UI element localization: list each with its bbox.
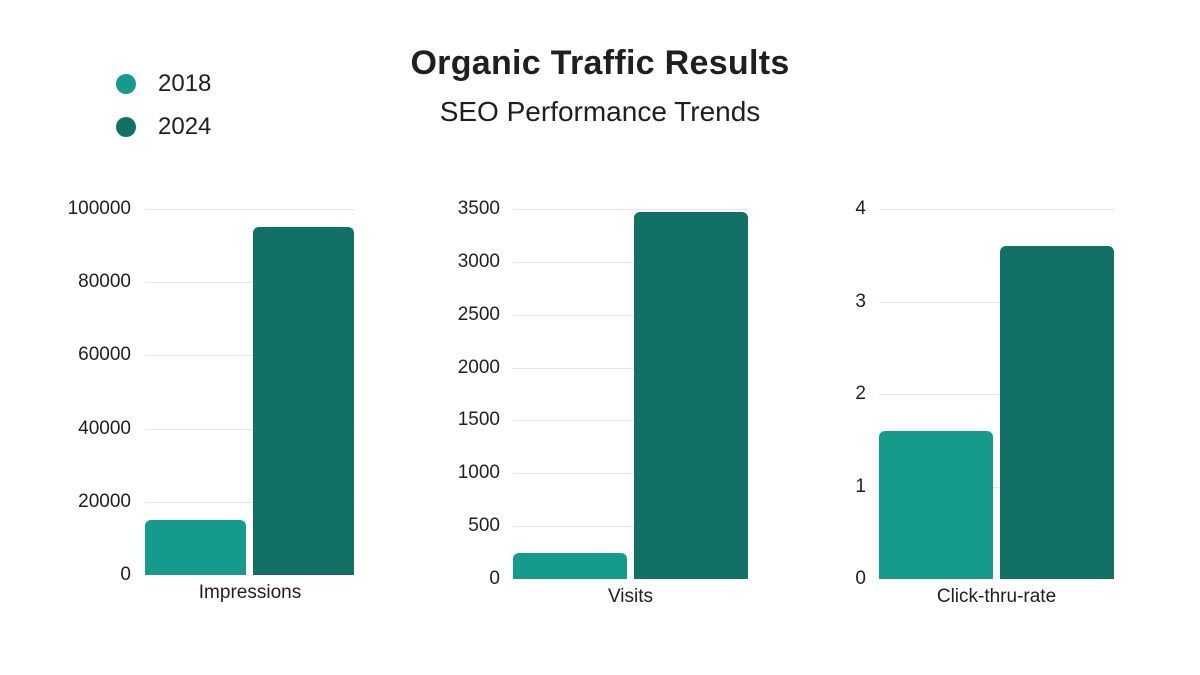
y-tick-label: 0	[120, 564, 131, 585]
y-tick-label: 1000	[457, 462, 500, 484]
y-tick-label: 20000	[78, 490, 131, 512]
gridline	[513, 261, 748, 263]
bar-2024	[1000, 246, 1114, 579]
y-tick-label: 3500	[457, 198, 500, 219]
chart-subtitle: SEO Performance Trends	[439, 96, 761, 127]
legend-label: 2024	[158, 112, 212, 140]
bar-2018	[879, 431, 993, 579]
chart-title: Organic Traffic Results	[410, 44, 790, 82]
gridline	[513, 473, 748, 475]
x-axis-label: Impressions	[198, 582, 302, 603]
y-tick-label: 40000	[78, 417, 131, 439]
legend-swatch-icon	[116, 73, 136, 94]
gridline	[513, 209, 748, 210]
gridline	[513, 367, 748, 369]
bar-2018	[145, 520, 246, 575]
legend: 2018 2024	[116, 62, 211, 148]
y-tick-label: 3	[855, 290, 866, 312]
gridline	[513, 314, 748, 316]
legend-swatch-icon	[116, 116, 136, 137]
legend-item-2024: 2024	[116, 105, 211, 148]
y-tick-label: 2500	[457, 303, 500, 325]
y-tick-label: 3000	[457, 250, 500, 272]
y-tick-label: 100000	[67, 198, 131, 219]
y-tick-label: 0	[489, 568, 500, 589]
bar-2024	[634, 212, 748, 579]
legend-label: 2018	[158, 69, 212, 97]
gridline	[145, 428, 355, 430]
gridline	[145, 355, 355, 357]
y-tick-label: 4	[855, 198, 866, 219]
x-axis-label: Visits	[607, 586, 654, 607]
gridline	[879, 486, 1114, 488]
legend-item-2018: 2018	[116, 62, 211, 105]
bar-2024	[253, 227, 354, 575]
y-tick-label: 1500	[457, 409, 500, 431]
gridline	[879, 301, 1114, 303]
y-tick-label: 2000	[457, 356, 500, 378]
bar-2018	[513, 552, 627, 579]
gridline	[145, 209, 355, 210]
y-tick-label: 2	[855, 383, 866, 404]
y-tick-label: 0	[855, 568, 866, 589]
gridline	[513, 420, 748, 422]
y-tick-label: 60000	[78, 344, 131, 366]
gridline	[145, 282, 355, 284]
gridline	[513, 526, 748, 528]
y-tick-label: 500	[468, 515, 500, 537]
gridline	[879, 394, 1114, 395]
gridline	[879, 209, 1114, 210]
y-tick-label: 1	[855, 475, 866, 497]
y-tick-label: 80000	[78, 271, 131, 293]
gridline	[145, 501, 355, 503]
x-axis-label: Click-thru-rate	[936, 586, 1057, 607]
